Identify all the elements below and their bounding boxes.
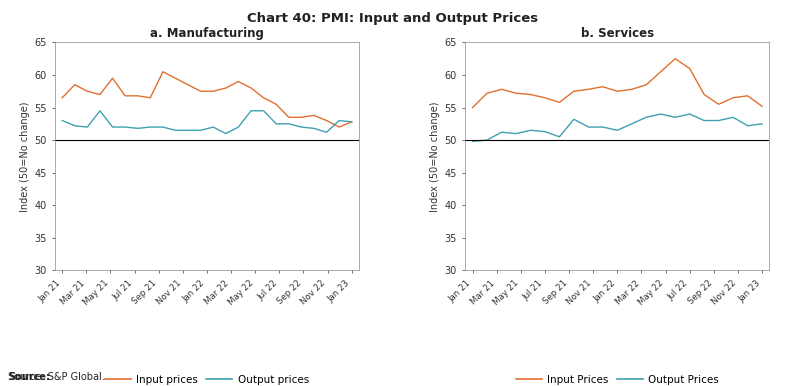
Title: b. Services: b. Services xyxy=(581,27,654,40)
Legend: Input prices, Output prices: Input prices, Output prices xyxy=(100,371,313,386)
Y-axis label: Index (50=No change): Index (50=No change) xyxy=(430,101,440,212)
Text: Source: S&P Global.: Source: S&P Global. xyxy=(8,372,104,382)
Legend: Input Prices, Output Prices: Input Prices, Output Prices xyxy=(512,371,723,386)
Text: Source:: Source: xyxy=(8,372,50,382)
Title: a. Manufacturing: a. Manufacturing xyxy=(150,27,264,40)
Text: Chart 40: PMI: Input and Output Prices: Chart 40: PMI: Input and Output Prices xyxy=(247,12,538,25)
Y-axis label: Index (50=No change): Index (50=No change) xyxy=(20,101,30,212)
